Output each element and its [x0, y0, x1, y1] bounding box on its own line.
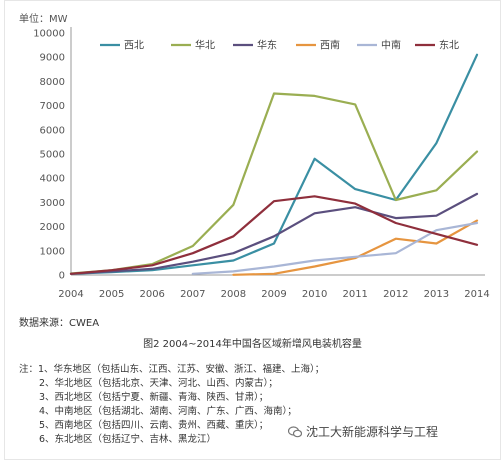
y-tick-label: 1000: [40, 246, 65, 257]
x-tick-label: 2007: [180, 289, 205, 300]
y-tick-label: 2000: [40, 222, 65, 233]
x-tick-label: 2004: [58, 289, 83, 300]
chart-card: 单位：MW 0 1000 2000 3000 4000 5000 6000 7000 8000 90…: [4, 0, 501, 460]
wind-capacity-line-chart: 单位：MW 0 1000 2000 3000 4000 5000 6000 7000 8000 90…: [19, 12, 490, 300]
legend-label: 东北: [439, 39, 459, 52]
legend-label: 中南: [381, 39, 401, 52]
legend-label: 华东: [257, 39, 277, 52]
x-tick-label: 2010: [302, 289, 327, 300]
x-tick-label: 2013: [424, 289, 449, 300]
watermark-text: 沈工大新能源科学与工程: [306, 425, 439, 439]
legend-label: 西北: [124, 40, 144, 52]
series-line-1: [69, 92, 479, 275]
x-tick-label: 2011: [342, 289, 367, 300]
data-source: 数据来源：CWEA: [19, 318, 100, 329]
y-axis-unit-label: 单位：MW: [19, 12, 68, 25]
y-tick-label: 6000: [40, 125, 65, 136]
figure-caption: 图2 2004~2014年中国各区域新增风电装机容量: [143, 339, 362, 350]
legend-label: 西南: [320, 39, 340, 52]
wechat-icon: [287, 426, 303, 438]
y-tick-label: 3000: [40, 198, 65, 209]
series-line-5: [69, 195, 479, 275]
x-tick-label: 2006: [139, 289, 164, 300]
note-line: 注：1、华东地区（包括山东、江西、江苏、安徽、浙江、福建、上海）；: [19, 364, 325, 375]
y-tick-label: 4000: [40, 174, 65, 185]
series-line-2: [69, 192, 479, 275]
x-tick-label: 2014: [464, 289, 489, 300]
note-line: 2、华北地区（包括北京、天津、河北、山西、内蒙古）；: [39, 378, 278, 389]
y-tick-label: 5000: [40, 150, 65, 161]
note-line: 5、西南地区（包括四川、云南、贵州、西藏、重庆）；: [39, 420, 269, 431]
x-tick-label: 2008: [221, 289, 246, 300]
y-tick-label: 0: [59, 271, 65, 282]
note-line: 6、东北地区（包括辽宁、吉林、黑龙江）: [39, 434, 217, 445]
x-tick-label: 2009: [261, 289, 286, 300]
y-tick-label: 8000: [40, 77, 65, 88]
x-tick-label: 2005: [99, 289, 124, 300]
series-line-4: [191, 221, 479, 275]
y-tick-label: 7000: [40, 101, 65, 112]
series-line-3: [232, 219, 479, 276]
note-line: 3、西北地区（包括宁夏、新疆、青海、陕西、甘肃）；: [39, 392, 269, 403]
y-tick-label: 10000: [33, 29, 65, 40]
y-tick-label: 9000: [40, 53, 65, 64]
legend-label: 华北: [195, 39, 215, 52]
watermark: 沈工大新能源科学与工程: [287, 423, 439, 440]
x-tick-label: 2012: [383, 289, 408, 300]
note-line: 4、中南地区（包括湖北、湖南、河南、广东、广西、海南）；: [39, 406, 297, 417]
